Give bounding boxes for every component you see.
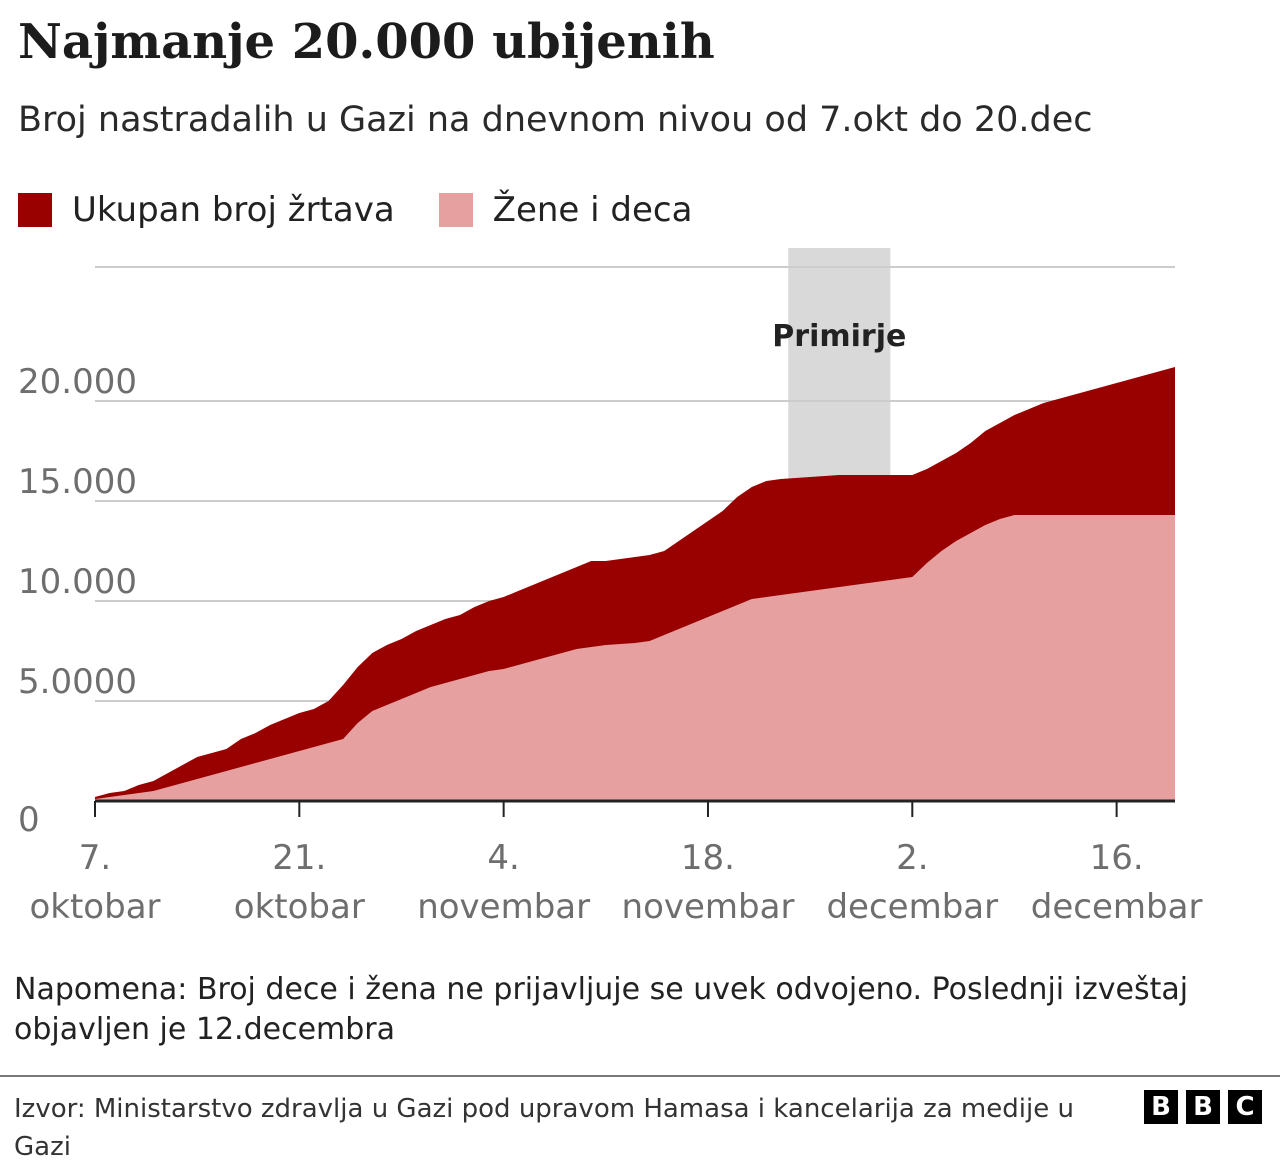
chart-note: Napomena: Broj dece i žena ne prijavljuj…	[14, 972, 1189, 1047]
area-chart: Primirje 0 5.0000 10.000 15.000 20.000 7. oktob…	[18, 248, 1203, 927]
y-tick-label: 0	[18, 800, 40, 840]
legend-item-total: Ukupan broj žrtava	[18, 190, 395, 230]
x-tick-label: novembar	[622, 887, 795, 927]
x-tick-label: oktobar	[234, 887, 365, 927]
x-tick-label: 2.	[896, 838, 928, 878]
y-tick-label: 5.0000	[18, 662, 137, 702]
legend-item-women-children: Žene i deca	[438, 190, 693, 230]
x-tick-label: decembar	[1031, 887, 1203, 927]
x-tick-label: oktobar	[29, 887, 160, 927]
legend-label-total: Ukupan broj žrtava	[72, 190, 395, 230]
footer-divider	[0, 1075, 1280, 1077]
y-tick-label: 10.000	[18, 562, 137, 602]
legend-label-women-children: Žene i deca	[492, 190, 693, 230]
y-tick-label: 20.000	[18, 362, 137, 402]
ceasefire-label: Primirje	[772, 319, 906, 354]
series-area-women-children	[95, 515, 1175, 801]
bbc-logo: B B C	[1136, 1090, 1262, 1124]
x-tick-label: decembar	[826, 887, 998, 927]
x-tick-label: 21.	[272, 838, 326, 878]
source-text: Izvor: Ministarstvo zdravlja u Gazi pod …	[14, 1094, 1074, 1162]
x-tick-label: novembar	[417, 887, 590, 927]
bbc-logo-letter: C	[1228, 1090, 1262, 1124]
bbc-logo-letter: B	[1186, 1090, 1220, 1124]
legend-swatch-total	[18, 193, 52, 227]
chart-title: Najmanje 20.000 ubijenih	[18, 14, 715, 70]
legend: Ukupan broj žrtava Žene i deca	[18, 190, 736, 230]
legend-swatch-women-children	[438, 193, 473, 227]
y-tick-label: 15.000	[18, 462, 137, 502]
x-tick-label: 16.	[1090, 838, 1144, 878]
chart-subtitle: Broj nastradalih u Gazi na dnevnom nivou…	[18, 100, 1093, 140]
bbc-logo-letter: B	[1144, 1090, 1178, 1124]
x-tick-label: 4.	[487, 838, 519, 878]
x-tick-label: 7.	[79, 838, 111, 878]
x-tick-label: 18.	[681, 838, 735, 878]
